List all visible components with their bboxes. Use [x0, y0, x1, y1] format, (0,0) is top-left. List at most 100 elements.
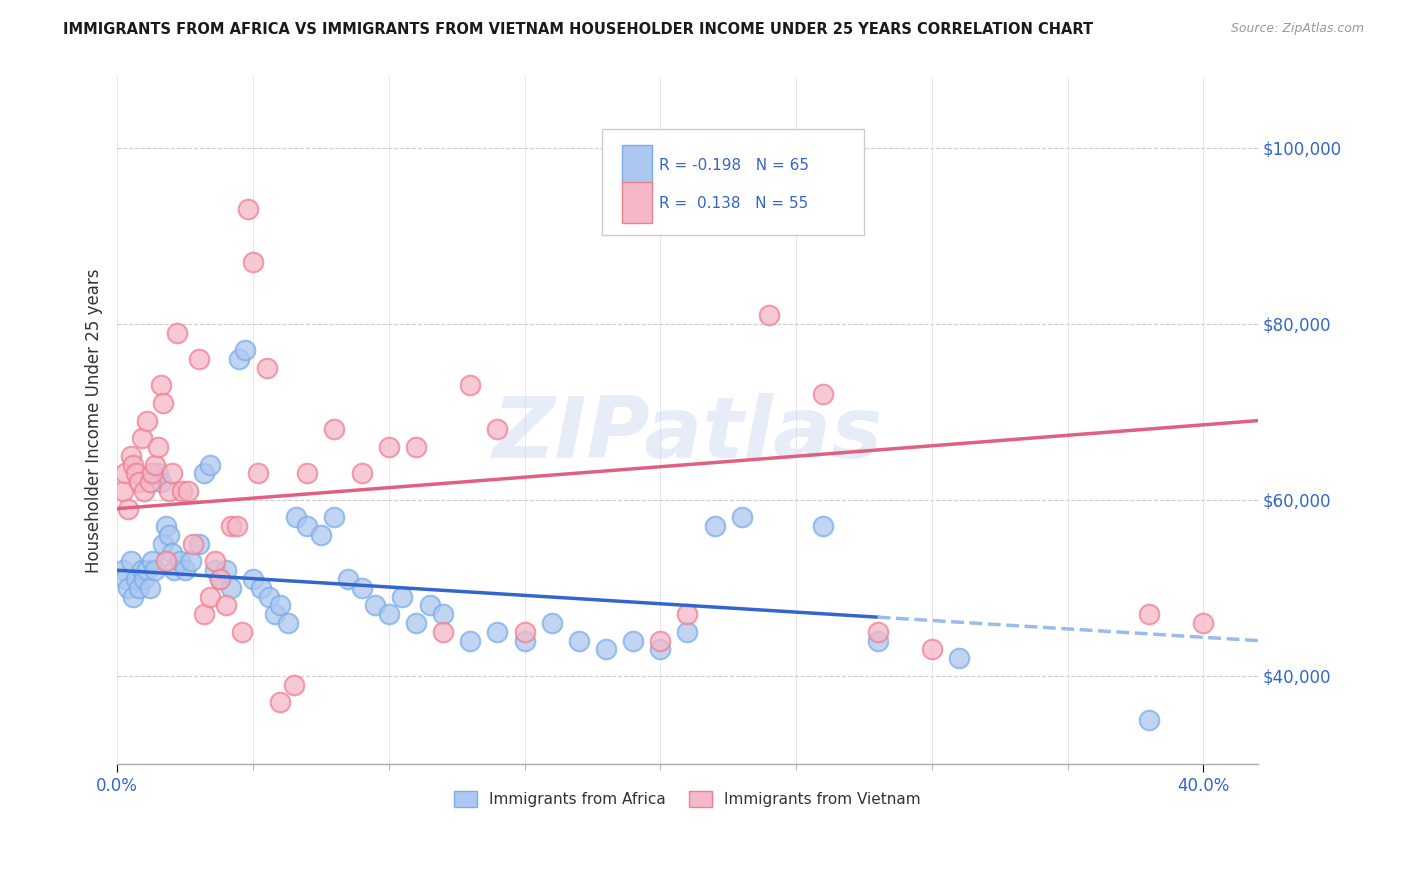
Point — [143, 458, 166, 472]
Point — [283, 678, 305, 692]
Point — [1137, 607, 1160, 622]
Point — [513, 624, 536, 639]
Point — [432, 607, 454, 622]
Point — [233, 343, 256, 358]
Point — [198, 458, 221, 472]
Point — [378, 440, 401, 454]
Point — [166, 326, 188, 340]
Point — [180, 554, 202, 568]
Point — [236, 202, 259, 217]
Point — [458, 378, 481, 392]
Point — [337, 572, 360, 586]
Point — [758, 308, 780, 322]
Point — [111, 563, 134, 577]
Point — [157, 483, 180, 498]
Point — [259, 590, 281, 604]
Point — [174, 563, 197, 577]
Point — [921, 642, 943, 657]
Point — [146, 467, 169, 481]
Point — [458, 633, 481, 648]
Point — [297, 467, 319, 481]
Point — [122, 458, 145, 472]
Point — [139, 475, 162, 490]
Point — [269, 599, 291, 613]
Point — [141, 554, 163, 568]
Point — [323, 510, 346, 524]
Point — [114, 467, 136, 481]
Point — [134, 483, 156, 498]
FancyBboxPatch shape — [623, 183, 652, 223]
Legend: Immigrants from Africa, Immigrants from Vietnam: Immigrants from Africa, Immigrants from … — [447, 783, 928, 814]
Point — [146, 440, 169, 454]
Point — [128, 475, 150, 490]
Text: Source: ZipAtlas.com: Source: ZipAtlas.com — [1230, 22, 1364, 36]
Point — [131, 431, 153, 445]
Point — [486, 624, 509, 639]
Point — [219, 519, 242, 533]
Point — [204, 563, 226, 577]
Point — [120, 449, 142, 463]
Point — [364, 599, 387, 613]
Point — [866, 633, 889, 648]
Point — [193, 467, 215, 481]
Point — [242, 572, 264, 586]
Point — [114, 572, 136, 586]
Point — [204, 554, 226, 568]
Point — [513, 633, 536, 648]
Point — [247, 467, 270, 481]
Point — [378, 607, 401, 622]
Point — [209, 572, 232, 586]
Text: R = -0.198   N = 65: R = -0.198 N = 65 — [659, 158, 808, 173]
Point — [231, 624, 253, 639]
Point — [136, 563, 159, 577]
Point — [181, 537, 204, 551]
Point — [163, 563, 186, 577]
Point — [405, 440, 427, 454]
Point — [676, 624, 699, 639]
Point — [215, 599, 238, 613]
Point — [263, 607, 285, 622]
Point — [141, 467, 163, 481]
Point — [540, 615, 562, 630]
Point — [143, 563, 166, 577]
Point — [117, 501, 139, 516]
Point — [193, 607, 215, 622]
Point — [155, 554, 177, 568]
Point — [228, 352, 250, 367]
Point — [277, 615, 299, 630]
Text: ZIPatlas: ZIPatlas — [492, 392, 883, 475]
Point — [269, 695, 291, 709]
Point — [621, 633, 644, 648]
Point — [187, 352, 209, 367]
Point — [136, 414, 159, 428]
Point — [242, 255, 264, 269]
Point — [134, 572, 156, 586]
Point — [595, 642, 617, 657]
FancyBboxPatch shape — [602, 129, 865, 235]
Point — [125, 467, 148, 481]
Point — [250, 581, 273, 595]
Point — [122, 590, 145, 604]
Point — [703, 519, 725, 533]
Point — [160, 467, 183, 481]
Point — [432, 624, 454, 639]
Point — [160, 546, 183, 560]
Point — [285, 510, 308, 524]
Point — [486, 422, 509, 436]
Point — [209, 572, 232, 586]
Point — [813, 387, 835, 401]
Text: IMMIGRANTS FROM AFRICA VS IMMIGRANTS FROM VIETNAM HOUSEHOLDER INCOME UNDER 25 YE: IMMIGRANTS FROM AFRICA VS IMMIGRANTS FRO… — [63, 22, 1094, 37]
Point — [948, 651, 970, 665]
Point — [157, 528, 180, 542]
FancyBboxPatch shape — [623, 145, 652, 186]
Point — [676, 607, 699, 622]
Point — [120, 554, 142, 568]
Point — [323, 422, 346, 436]
Point — [418, 599, 440, 613]
Point — [139, 581, 162, 595]
Point — [256, 360, 278, 375]
Point — [152, 537, 174, 551]
Point — [1137, 713, 1160, 727]
Point — [131, 563, 153, 577]
Point — [125, 572, 148, 586]
